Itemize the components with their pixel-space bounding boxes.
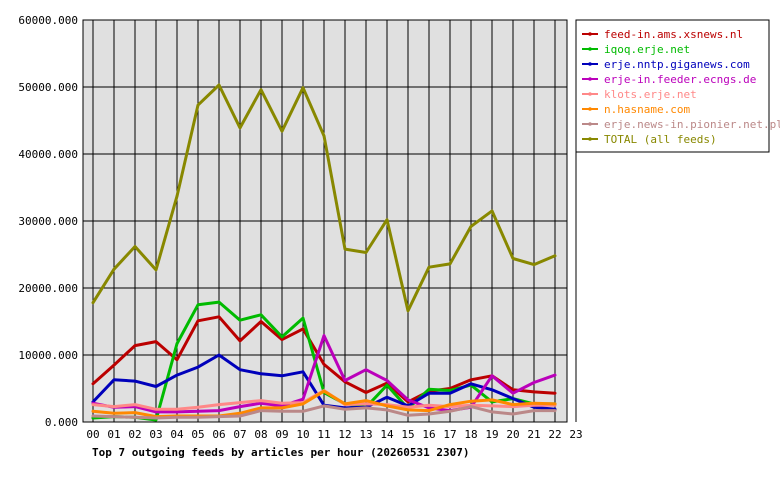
x-tick-label: 06 [212, 428, 225, 441]
x-tick-label: 21 [527, 428, 540, 441]
x-tick-label: 03 [149, 428, 162, 441]
y-tick-labels: 0.000 10000.000 20000.000 30000.000 40000.00… [18, 14, 78, 429]
x-tick-label: 14 [380, 428, 394, 441]
x-tick-label: 17 [443, 428, 456, 441]
legend-label: iqoq.erje.net [604, 43, 690, 56]
y-tick-label: 50000.000 [18, 81, 78, 94]
y-tick-label: 40000.000 [18, 148, 78, 161]
x-tick-label: 09 [275, 428, 288, 441]
series-lines [91, 83, 557, 422]
legend-label: klots.erje.net [604, 88, 697, 101]
series-line-4 [91, 334, 557, 414]
x-tick-label: 10 [296, 428, 309, 441]
chart-title: Top 7 outgoing feeds by articles per hou… [92, 446, 470, 459]
y-tick-label: 0.000 [45, 416, 78, 429]
x-tick-label: 08 [254, 428, 267, 441]
x-tick-label: 18 [464, 428, 477, 441]
legend-label: erje.nntp.giganews.com [604, 58, 750, 71]
x-tick-label: 22 [548, 428, 561, 441]
x-tick-label: 00 [86, 428, 99, 441]
legend-marker [588, 47, 592, 51]
y-tick-label: 60000.000 [18, 14, 78, 27]
y-tick-label: 20000.000 [18, 282, 78, 295]
series-line-1 [91, 315, 557, 404]
x-tick-labels: 00 01 02 03 04 05 06 07 08 09 10 11 12 13 14 15 16 17 18 19… [86, 428, 582, 441]
x-tick-label: 16 [422, 428, 435, 441]
x-tick-label: 19 [485, 428, 498, 441]
x-tick-label: 04 [170, 428, 184, 441]
x-tick-label: 02 [128, 428, 141, 441]
series-line-8 [91, 83, 557, 313]
plot-border [82, 19, 568, 423]
y-tick-label: 30000.000 [18, 215, 78, 228]
x-tick-label: 05 [191, 428, 204, 441]
legend-marker [588, 77, 592, 81]
legend-label: erje.news-in.pionier.net.pl [604, 118, 780, 131]
x-tick-label: 11 [317, 428, 330, 441]
legend-marker [588, 32, 592, 36]
x-tick-label: 13 [359, 428, 372, 441]
legend-box [575, 19, 770, 153]
y-tick-label: 10000.000 [18, 349, 78, 362]
legend-label: feed-in.ams.xsnews.nl [604, 28, 743, 41]
legend-marker [588, 92, 592, 96]
x-tick-label: 01 [107, 428, 120, 441]
x-tick-label: 12 [338, 428, 351, 441]
legend-label: erje-in.feeder.ecngs.de [604, 73, 756, 86]
x-tick-label: 23 [569, 428, 582, 441]
x-tick-label: 15 [401, 428, 414, 441]
legend-label: n.hasname.com [604, 103, 690, 116]
legend: feed-in.ams.xsnews.nl iqoq.erje.net erje.n… [575, 19, 780, 153]
legend-label: TOTAL (all feeds) [604, 133, 717, 146]
series-line-7 [91, 404, 557, 420]
x-tick-label: 20 [506, 428, 519, 441]
legend-marker [588, 62, 592, 66]
legend-marker [588, 122, 592, 126]
legend-marker [588, 107, 592, 111]
legend-marker [588, 137, 592, 141]
x-tick-label: 07 [233, 428, 246, 441]
